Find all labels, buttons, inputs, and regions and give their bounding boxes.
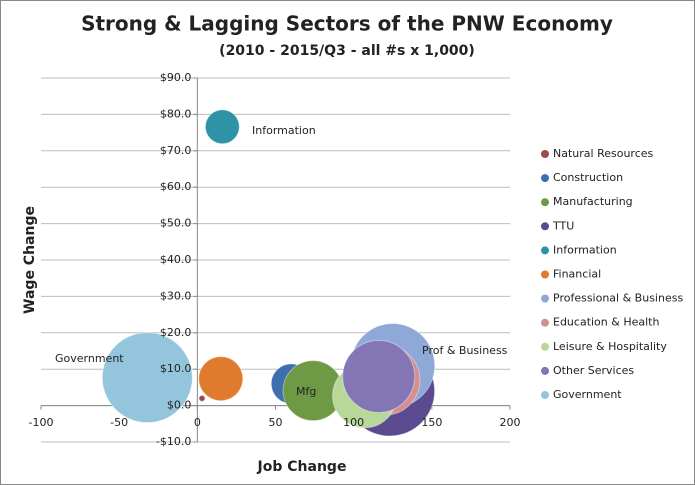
grid <box>40 77 511 443</box>
y-tick-label: $40.0 <box>160 253 192 266</box>
y-axis-title: Wage Change <box>22 206 38 314</box>
labels: -$10.0 $0.0 $10.0 $20.0 $30.0 $40.0 $50.0 $60.0… <box>29 71 684 448</box>
bubble <box>198 356 244 402</box>
legend-marker <box>541 270 549 279</box>
x-tick-label: 0 <box>194 416 201 429</box>
legend-marker <box>541 198 549 207</box>
legend-marker <box>541 318 549 327</box>
bubbles <box>101 109 436 437</box>
legend-label: Professional & Business <box>553 292 683 305</box>
annotation: Mfg <box>296 385 316 398</box>
y-tick-label: $80.0 <box>160 107 192 120</box>
legend-marker <box>541 366 549 375</box>
x-axis-title: Job Change <box>257 459 347 475</box>
bubble <box>198 394 206 402</box>
legend-label: Natural Resources <box>553 147 654 160</box>
y-tick-label: $0.0 <box>167 399 192 412</box>
annotation: Information <box>252 124 316 137</box>
y-tick-label: $30.0 <box>160 289 192 302</box>
legend-label: Education & Health <box>553 316 659 329</box>
x-tick-label: -100 <box>29 416 54 429</box>
y-tick-label: $10.0 <box>160 362 192 375</box>
chart-title: Strong & Lagging Sectors of the PNW Econ… <box>81 12 613 36</box>
bubble <box>204 109 240 145</box>
x-tick-label: -50 <box>110 416 128 429</box>
y-tick-label: $70.0 <box>160 144 192 157</box>
legend-marker <box>541 246 549 255</box>
x-tick-label: 150 <box>421 416 442 429</box>
legend-label: Other Services <box>553 364 634 377</box>
x-tick-label: 100 <box>343 416 364 429</box>
x-tick-label: 50 <box>269 416 283 429</box>
legend-marker <box>541 294 549 303</box>
legend-label: Government <box>553 388 622 401</box>
annotation: Prof & Business <box>422 344 508 357</box>
y-tick-label: -$10.0 <box>156 435 191 448</box>
legend-marker <box>541 342 549 351</box>
x-tick-label: 200 <box>500 416 521 429</box>
legend-label: Manufacturing <box>553 195 633 208</box>
legend-label: Financial <box>553 268 601 281</box>
legend-marker <box>541 391 549 399</box>
legend-label: Leisure & Hospitality <box>553 340 667 353</box>
legend-marker <box>541 174 549 183</box>
legend-label: Information <box>553 243 617 256</box>
y-tick-label: $20.0 <box>160 326 192 339</box>
y-tick-label: $90.0 <box>160 71 192 84</box>
legend-label: TTU <box>552 219 574 232</box>
chart-subtitle: (2010 - 2015/Q3 - all #s x 1,000) <box>219 43 475 59</box>
y-tick-label: $50.0 <box>160 217 192 230</box>
annotation: Government <box>55 352 124 365</box>
bubble <box>101 332 193 424</box>
legend-marker <box>541 150 549 158</box>
legend-label: Construction <box>553 171 623 184</box>
bubble <box>342 339 416 413</box>
legend-marker <box>541 222 549 231</box>
y-tick-label: $60.0 <box>160 180 192 193</box>
